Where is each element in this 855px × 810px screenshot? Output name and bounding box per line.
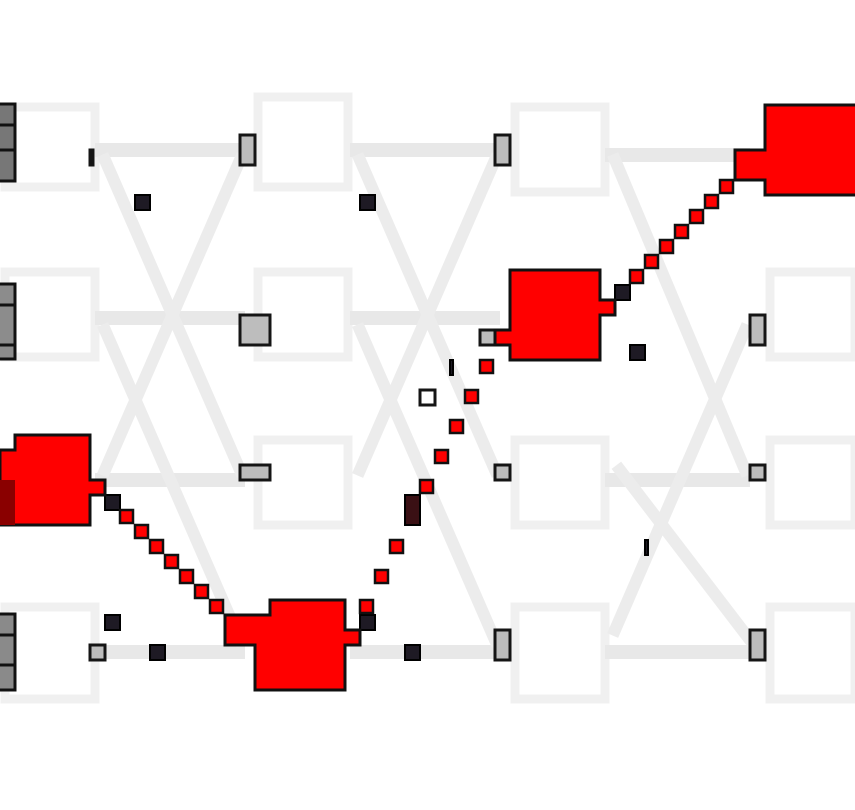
dark-marker (149, 644, 166, 661)
port-node (418, 388, 437, 407)
faint-diagonal (607, 322, 753, 638)
path-dot (628, 268, 645, 285)
path-dot (163, 553, 180, 570)
highlight-node-row4-col1 (223, 598, 362, 692)
left-partial-nodes (0, 102, 17, 692)
highlight-node-shade (0, 480, 15, 525)
dark-marker (614, 284, 631, 301)
path-dot (358, 598, 375, 615)
faint-diagonal (352, 152, 503, 478)
port-node (88, 148, 95, 167)
path-dot (658, 238, 675, 255)
port-node (748, 463, 767, 482)
dark-marker (104, 614, 121, 631)
partial-node (0, 102, 17, 183)
ghost-box (510, 602, 610, 704)
path-dot (673, 223, 690, 240)
highlight-node-row2-col2 (493, 268, 617, 362)
highlight-nodes (0, 103, 855, 692)
port-node (493, 628, 512, 662)
path-dot (208, 598, 225, 615)
ghost-box (0, 102, 100, 192)
dark-markers (104, 194, 649, 661)
ghost-box (253, 435, 353, 530)
ghost-box (510, 435, 610, 530)
dark-marker (104, 494, 121, 511)
path-dot (373, 568, 390, 585)
path-dot (118, 508, 135, 525)
ghost-box (0, 602, 100, 704)
dark-marker (359, 194, 376, 211)
path-dot (448, 418, 465, 435)
dark-marker (644, 539, 649, 556)
partial-node (0, 282, 17, 361)
path-dot (703, 193, 720, 210)
gray-port-nodes (88, 133, 767, 662)
dark-marker (134, 194, 151, 211)
ghost-box (765, 435, 855, 530)
faint-diagonal (97, 152, 248, 478)
path-dot (433, 448, 450, 465)
faint-diagonal (97, 322, 248, 648)
path-dot (718, 178, 735, 195)
highlight-node-row3-col0 (0, 433, 107, 527)
ghost-box (765, 267, 855, 362)
faint-diagonal (611, 461, 759, 649)
port-node (748, 313, 767, 347)
port-node (478, 328, 497, 347)
path-dot (478, 358, 495, 375)
port-node (238, 133, 257, 167)
path-dot (148, 538, 165, 555)
highlight-node-row1-col3 (733, 103, 855, 197)
port-node (493, 463, 512, 482)
ghost-box (253, 92, 353, 192)
ghost-box (0, 267, 100, 362)
highlight-path-dots (118, 178, 735, 615)
path-dot (463, 388, 480, 405)
dark-marker (404, 644, 421, 661)
port-node (493, 133, 512, 167)
path-dot (688, 208, 705, 225)
dark-marker (359, 614, 376, 631)
path-dot (193, 583, 210, 600)
port-node (748, 628, 767, 662)
dark-marker (629, 344, 646, 361)
ghost-box (510, 102, 610, 197)
port-node (238, 463, 272, 482)
path-dot (178, 568, 195, 585)
ghost-box (765, 602, 855, 704)
partial-node (0, 612, 17, 692)
dark-marker (404, 494, 421, 526)
faint-diagonal (607, 152, 753, 478)
path-dot (643, 253, 660, 270)
dark-marker (449, 359, 454, 376)
port-node (238, 313, 272, 347)
path-dot (133, 523, 150, 540)
path-dot (418, 478, 435, 495)
path-dot (388, 538, 405, 555)
port-node (88, 643, 107, 662)
